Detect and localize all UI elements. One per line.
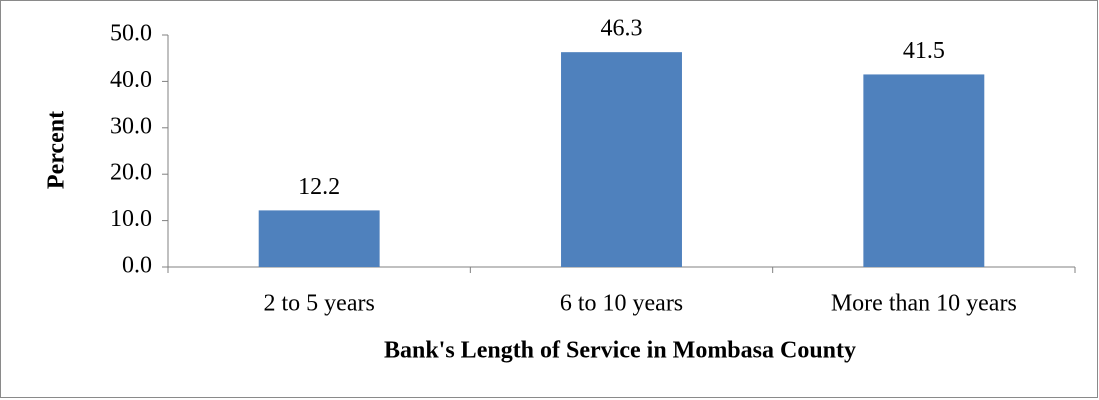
bar [863,74,985,267]
y-tick-label: 20.0 [110,160,152,186]
y-tick-label: 50.0 [110,21,152,47]
y-tick-label: 30.0 [110,113,152,139]
bar [258,210,380,267]
y-tick-label: 10.0 [110,206,152,232]
value-label: 41.5 [903,38,945,64]
x-tick-label: 6 to 10 years [560,291,683,317]
x-axis-title: Bank's Length of Service in Mombasa Coun… [384,338,856,364]
value-label: 12.2 [298,174,340,200]
x-tick-label: More than 10 years [831,291,1017,317]
y-axis-title: Percent [44,111,70,189]
y-tick-label: 0.0 [122,253,152,279]
bar [561,52,682,267]
x-tick-label: 2 to 5 years [264,291,375,317]
value-label: 46.3 [601,16,643,42]
y-tick-label: 40.0 [110,67,152,93]
